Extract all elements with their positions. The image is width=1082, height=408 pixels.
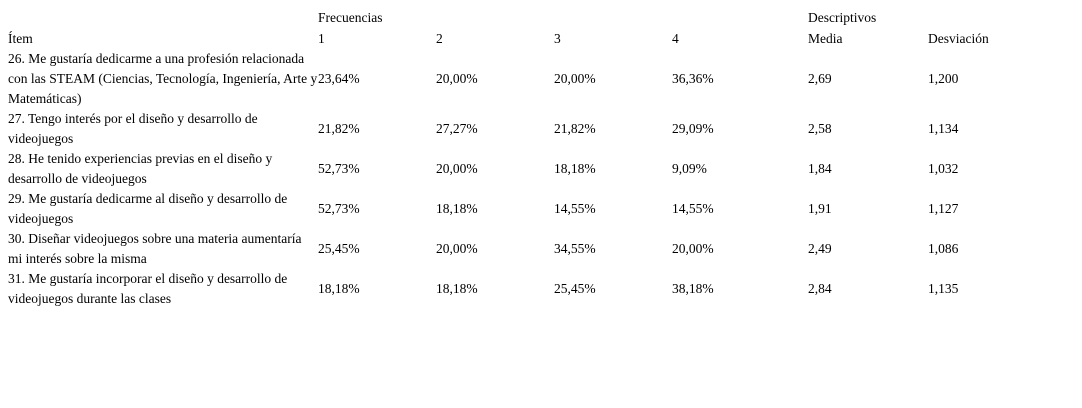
column-group-frecuencias: Frecuencias: [318, 9, 383, 25]
frequency-4-cell: 14,55%: [672, 201, 714, 216]
desviacion-cell: 1,134: [928, 121, 959, 136]
table-row: 30. Diseñar videojuegos sobre una materi…: [8, 229, 1082, 269]
media-cell: 1,91: [808, 201, 832, 216]
frequency-2-cell: 18,18%: [436, 281, 478, 296]
item-cell: 26. Me gustaría dedicarme a una profesió…: [8, 51, 318, 106]
frequency-2-cell: 20,00%: [436, 71, 478, 86]
table-row: 29. Me gustaría dedicarme al diseño y de…: [8, 189, 1082, 229]
desviacion-cell: 1,086: [928, 241, 959, 256]
desviacion-cell: 1,127: [928, 201, 959, 216]
desviacion-cell: 1,200: [928, 71, 959, 86]
item-cell: 31. Me gustaría incorporar el diseño y d…: [8, 271, 288, 306]
frequency-4-cell: 29,09%: [672, 121, 714, 136]
statistics-table: Frecuencias Descriptivos Ítem 1 2 3 4 Me…: [8, 6, 1082, 309]
frequency-3-cell: 21,82%: [554, 121, 596, 136]
column-header-row: Ítem 1 2 3 4 Media Desviación: [8, 29, 1082, 49]
item-cell: 28. He tenido experiencias previas en el…: [8, 151, 273, 186]
frequency-3-cell: 25,45%: [554, 281, 596, 296]
frequency-2-cell: 20,00%: [436, 241, 478, 256]
frequency-1-cell: 52,73%: [318, 161, 360, 176]
table-header: Frecuencias Descriptivos Ítem 1 2 3 4 Me…: [8, 6, 1082, 49]
table-row: 27. Tengo interés por el diseño y desarr…: [8, 109, 1082, 149]
media-cell: 1,84: [808, 161, 832, 176]
desviacion-cell: 1,032: [928, 161, 959, 176]
frequency-2-cell: 27,27%: [436, 121, 478, 136]
frequency-1-cell: 21,82%: [318, 121, 360, 136]
item-cell: 27. Tengo interés por el diseño y desarr…: [8, 111, 258, 146]
media-cell: 2,58: [808, 121, 832, 136]
header-group-row: Frecuencias Descriptivos: [8, 6, 1082, 29]
media-cell: 2,69: [808, 71, 832, 86]
column-header-4: 4: [672, 31, 679, 46]
media-cell: 2,49: [808, 241, 832, 256]
desviacion-cell: 1,135: [928, 281, 959, 296]
table-row: 26. Me gustaría dedicarme a una profesió…: [8, 49, 1082, 109]
table-row: 28. He tenido experiencias previas en el…: [8, 149, 1082, 189]
header-group-spacer: [8, 6, 318, 29]
frequency-1-cell: 52,73%: [318, 201, 360, 216]
frequency-1-cell: 25,45%: [318, 241, 360, 256]
frequency-1-cell: 18,18%: [318, 281, 360, 296]
frequency-4-cell: 36,36%: [672, 71, 714, 86]
frequency-4-cell: 9,09%: [672, 161, 707, 176]
column-group-descriptivos: Descriptivos: [808, 9, 877, 25]
frequency-3-cell: 34,55%: [554, 241, 596, 256]
column-header-1: 1: [318, 31, 325, 46]
media-cell: 2,84: [808, 281, 832, 296]
frequency-3-cell: 20,00%: [554, 71, 596, 86]
item-cell: 30. Diseñar videojuegos sobre una materi…: [8, 231, 302, 266]
column-header-desviacion: Desviación: [928, 31, 989, 46]
column-header-2: 2: [436, 31, 443, 46]
frequency-2-cell: 20,00%: [436, 161, 478, 176]
item-cell: 29. Me gustaría dedicarme al diseño y de…: [8, 191, 288, 226]
frequency-4-cell: 38,18%: [672, 281, 714, 296]
column-header-media: Media: [808, 31, 843, 46]
column-header-3: 3: [554, 31, 561, 46]
frequency-1-cell: 23,64%: [318, 71, 360, 86]
frequency-4-cell: 20,00%: [672, 241, 714, 256]
frequency-2-cell: 18,18%: [436, 201, 478, 216]
column-header-item: Ítem: [8, 31, 33, 46]
table-body: 26. Me gustaría dedicarme a una profesió…: [8, 49, 1082, 309]
table-row: 31. Me gustaría incorporar el diseño y d…: [8, 269, 1082, 309]
frequency-3-cell: 18,18%: [554, 161, 596, 176]
frequency-3-cell: 14,55%: [554, 201, 596, 216]
